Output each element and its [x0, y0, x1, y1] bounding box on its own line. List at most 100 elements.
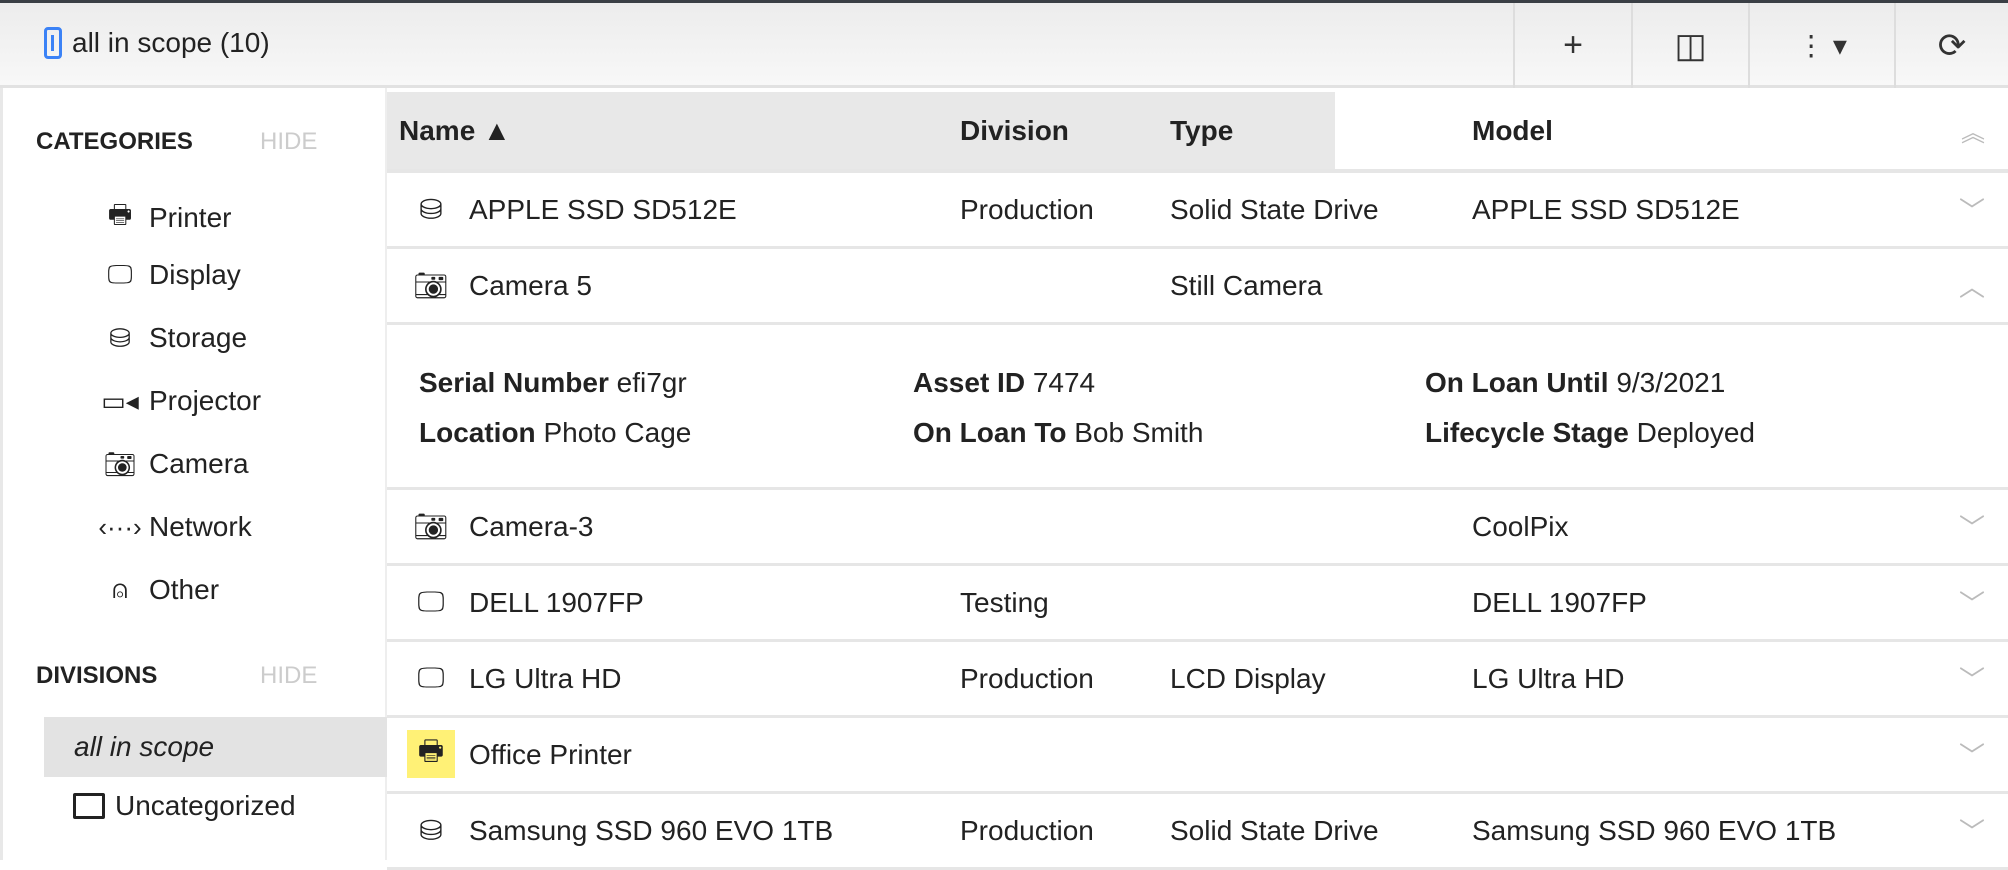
detail-lifecycle-stage: Lifecycle Stage Deployed [1425, 417, 1755, 449]
table-row[interactable]: 🖵 LG Ultra HD Production LCD Display LG … [387, 642, 2008, 718]
detail-value: efi7gr [616, 367, 687, 398]
chevron-down-icon[interactable]: ﹀ [1959, 665, 1986, 695]
column-label: Type [1170, 114, 1234, 146]
more-menu-button[interactable]: ⋮ ▾ [1748, 3, 1894, 88]
table-row[interactable]: 🖶 Office Printer ﹀ [387, 718, 2008, 794]
table-row[interactable]: ⛁ APPLE SSD SD512E Production Solid Stat… [387, 173, 2008, 249]
printer-icon: 🖶 [107, 199, 133, 229]
detail-on-loan-to: On Loan To Bob Smith [913, 417, 1203, 449]
column-header-type[interactable]: Type [1170, 92, 1233, 169]
category-network[interactable]: ‹···› Network [98, 511, 252, 543]
collapse-all-icon[interactable]: ︽ [1961, 120, 1985, 147]
network-icon: ‹···› [98, 511, 142, 542]
detail-value: Deployed [1636, 417, 1755, 448]
cell-model: Samsung SSD 960 EVO 1TB [1472, 814, 1837, 846]
cell-division: Production [960, 814, 1094, 846]
category-label: Camera [149, 448, 249, 479]
cell-type: Still Camera [1170, 269, 1323, 301]
cell-division: Testing [960, 586, 1049, 618]
chevron-up-icon[interactable]: ︿ [1959, 272, 1986, 302]
category-other[interactable]: ⍝ Other [103, 574, 219, 606]
camera-icon: 📷︎ [413, 510, 449, 542]
detail-asset-id: Asset ID 7474 [913, 367, 1095, 399]
category-printer[interactable]: 🖶 Printer [103, 196, 232, 240]
table-row[interactable]: 📷︎ Camera-3 CoolPix ﹀ [387, 490, 2008, 566]
camera-icon: 📷︎ [413, 269, 449, 301]
category-label: Other [149, 574, 220, 605]
division-uncategorized[interactable]: Uncategorized [73, 790, 296, 822]
printer-icon: 🖶 [407, 730, 455, 778]
cell-name: APPLE SSD SD512E [469, 193, 737, 225]
detail-label: Serial Number [419, 367, 609, 398]
table-row[interactable]: 🖵 DELL 1907FP Testing DELL 1907FP ﹀ [387, 566, 2008, 642]
chevron-down-icon[interactable]: ﹀ [1959, 513, 1986, 543]
detail-label: Location [419, 417, 536, 448]
cell-name: Office Printer [469, 738, 632, 770]
division-label: Uncategorized [115, 790, 296, 821]
division-all-in-scope[interactable]: all in scope [44, 717, 387, 777]
cell-model: APPLE SSD SD512E [1472, 193, 1740, 225]
detail-value: Photo Cage [543, 417, 692, 448]
cell-name: DELL 1907FP [469, 586, 644, 618]
chevron-down-icon[interactable]: ﹀ [1959, 741, 1986, 771]
category-label: Printer [149, 202, 232, 233]
categories-title: CATEGORIES [36, 128, 193, 155]
cell-type: LCD Display [1170, 662, 1326, 694]
category-projector[interactable]: ▭◂ Projector [101, 385, 262, 417]
cell-division: Production [960, 193, 1094, 225]
table-row[interactable]: 📷︎ Camera 5 Still Camera ︿ [387, 249, 2008, 325]
cell-name: Camera-3 [469, 510, 594, 542]
categories-hide-button[interactable]: HIDE [260, 128, 318, 155]
scope-title: all in scope (10) [44, 27, 270, 59]
storage-icon: ⛁ [109, 322, 131, 353]
detail-on-loan-until: On Loan Until 9/3/2021 [1425, 367, 1725, 399]
display-icon: 🖵 [417, 585, 445, 617]
detail-label: On Loan Until [1425, 367, 1609, 398]
division-label: all in scope [74, 731, 215, 762]
cell-model: LG Ultra HD [1472, 662, 1625, 694]
table-row[interactable]: ⛁ Samsung SSD 960 EVO 1TB Production Sol… [387, 794, 2008, 870]
folder-icon [73, 793, 105, 819]
scope-title-text: all in scope (10) [72, 27, 270, 58]
column-label: Model [1472, 114, 1553, 146]
add-button[interactable]: + [1513, 3, 1631, 88]
camera-icon: 📷︎ [103, 448, 137, 479]
row-detail-panel: Serial Number efi7gr Asset ID 7474 On Loan… [387, 325, 2008, 490]
toolbar: all in scope (10) + ◫ ⋮ ▾ ⟳ [0, 0, 2008, 88]
column-label: Division [960, 114, 1069, 146]
column-header-division[interactable]: Division [960, 92, 1069, 169]
column-header-model[interactable]: Model [1472, 92, 1553, 169]
chevron-down-icon[interactable]: ﹀ [1959, 589, 1986, 619]
cell-division: Production [960, 662, 1094, 694]
cell-type: Solid State Drive [1170, 193, 1379, 225]
detail-value: Bob Smith [1074, 417, 1204, 448]
sidebar: CATEGORIES HIDE 🖶 Printer 🖵 Display ⛁ Storage… [0, 88, 387, 860]
category-display[interactable]: 🖵 Display [103, 259, 241, 291]
detail-label: Asset ID [913, 367, 1026, 398]
category-label: Display [149, 259, 241, 290]
category-camera[interactable]: 📷︎ Camera [103, 448, 249, 480]
mouse-icon: ⍝ [112, 574, 128, 604]
cell-name: LG Ultra HD [469, 662, 622, 694]
detail-label: On Loan To [913, 417, 1067, 448]
chevron-down-icon[interactable]: ﹀ [1959, 196, 1986, 226]
display-icon: 🖵 [417, 661, 445, 693]
storage-icon: ⛁ [419, 814, 443, 846]
divisions-hide-button[interactable]: HIDE [260, 662, 318, 689]
detail-serial-number: Serial Number efi7gr [419, 367, 687, 399]
category-label: Projector [149, 385, 262, 416]
sidebar-toggle-icon[interactable] [44, 27, 62, 59]
category-label: Storage [149, 322, 248, 353]
column-label: Name ▲ [399, 114, 511, 146]
chevron-down-icon[interactable]: ﹀ [1959, 817, 1986, 847]
category-label: Network [149, 511, 252, 542]
refresh-button[interactable]: ⟳ [1894, 3, 2008, 88]
storage-icon: ⛁ [419, 193, 443, 225]
cell-type: Solid State Drive [1170, 814, 1379, 846]
category-storage[interactable]: ⛁ Storage [103, 322, 247, 354]
detail-location: Location Photo Cage [419, 417, 691, 449]
column-header-name[interactable]: Name ▲ [399, 92, 511, 169]
divisions-title: DIVISIONS [36, 662, 158, 689]
detail-value: 7474 [1032, 367, 1096, 398]
split-view-button[interactable]: ◫ [1631, 3, 1748, 88]
